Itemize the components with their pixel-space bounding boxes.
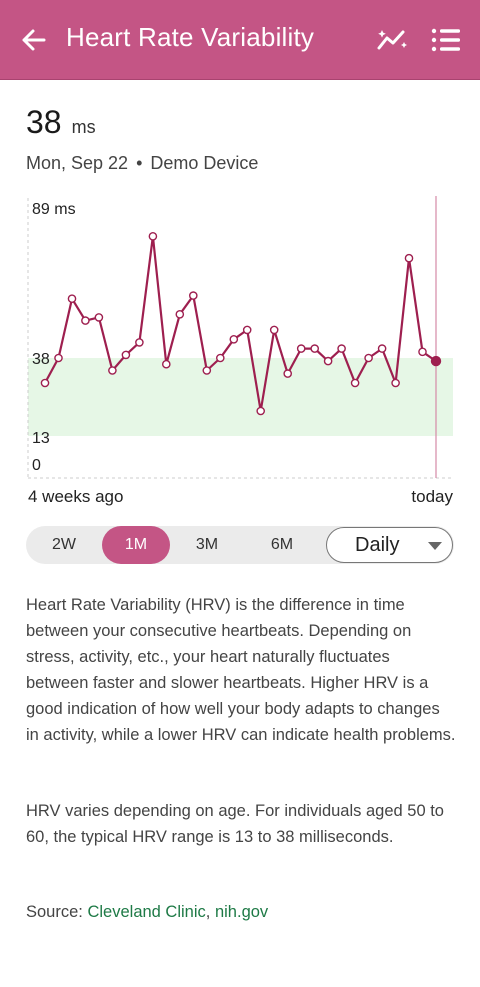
hrv-series-points: [40, 232, 442, 416]
reading-date: Mon, Sep 22: [26, 153, 129, 173]
hrv-point-3: [81, 316, 90, 325]
y-top-label: 89 ms: [32, 201, 76, 218]
hrv-point-23: [350, 378, 360, 388]
range-6m-button[interactable]: 6M: [270, 536, 294, 553]
hrv-point-14: [229, 334, 239, 344]
caret-down-icon: [428, 542, 442, 550]
hrv-point-21: [323, 356, 333, 366]
nih-link[interactable]: nih.gov: [214, 903, 269, 921]
hrv-point-5: [108, 366, 117, 375]
interval-dropdown[interactable]: Daily: [326, 527, 453, 563]
current-value: 38 ms: [26, 104, 96, 141]
normal-range-band: [28, 358, 453, 436]
hrv-point-9: [161, 359, 171, 369]
x-end-label: today: [411, 487, 453, 506]
arrow-left-icon[interactable]: [18, 24, 50, 56]
hrv-point-25: [377, 344, 387, 353]
reading-info: Mon, Sep 22 • Demo Device: [26, 153, 258, 174]
range-1m-button[interactable]: 1M: [102, 526, 170, 564]
hrv-point-27: [404, 253, 414, 263]
hrv-point-2: [67, 294, 77, 303]
hrv-point-24: [364, 353, 373, 363]
hrv-point-29: [430, 355, 442, 367]
hrv-point-17: [269, 325, 279, 335]
source-separator: ,: [205, 903, 211, 921]
source-label: Source:: [26, 903, 83, 921]
hrv-value: 38: [26, 104, 62, 140]
device-name: Demo Device: [150, 153, 259, 173]
hrv-point-12: [202, 366, 212, 375]
hrv-point-1: [54, 353, 63, 363]
hrv-point-15: [242, 325, 252, 335]
hrv-unit: ms: [71, 117, 96, 137]
x-start-label: 4 weeks ago: [28, 487, 123, 506]
hrv-point-8: [148, 232, 158, 241]
hrv-point-18: [283, 369, 293, 378]
cleveland-clinic-link[interactable]: Cleveland Clinic: [87, 903, 206, 921]
y-label-13: 13: [32, 430, 50, 447]
hrv-point-19: [296, 344, 306, 353]
source-line: Source: Cleveland Clinic, nih.gov: [26, 903, 268, 922]
hrv-age-note: HRV varies depending on age. For individ…: [26, 802, 444, 846]
hrv-point-22: [337, 344, 346, 353]
hrv-point-16: [256, 406, 266, 416]
sparkle-trend-icon[interactable]: [376, 24, 410, 56]
hrv-point-26: [391, 378, 400, 388]
separator-dot: •: [136, 153, 143, 173]
hrv-description: Heart Rate Variability (HRV) is the diff…: [26, 596, 456, 744]
hrv-point-10: [175, 310, 185, 319]
y-label-38: 38: [32, 351, 50, 368]
hrv-point-13: [215, 353, 225, 363]
hrv-point-6: [121, 350, 131, 360]
page-title: Heart Rate Variability: [66, 22, 315, 52]
hrv-point-11: [188, 291, 198, 300]
hrv-point-28: [418, 347, 427, 357]
range-3m-button[interactable]: 3M: [195, 536, 219, 553]
hrv-point-7: [135, 338, 144, 347]
hrv-chart[interactable]: 89 ms 38 13 0 4 weeks ago today: [0, 190, 480, 520]
hrv-point-20: [310, 344, 320, 353]
interval-dropdown-value: Daily: [355, 534, 400, 556]
range-2w-button[interactable]: 2W: [52, 536, 76, 553]
hrv-point-0: [40, 378, 50, 388]
list-icon[interactable]: [430, 26, 462, 54]
hrv-point-4: [94, 313, 104, 322]
y-label-0: 0: [32, 457, 41, 474]
app-bar: Heart Rate Variability: [0, 0, 480, 80]
